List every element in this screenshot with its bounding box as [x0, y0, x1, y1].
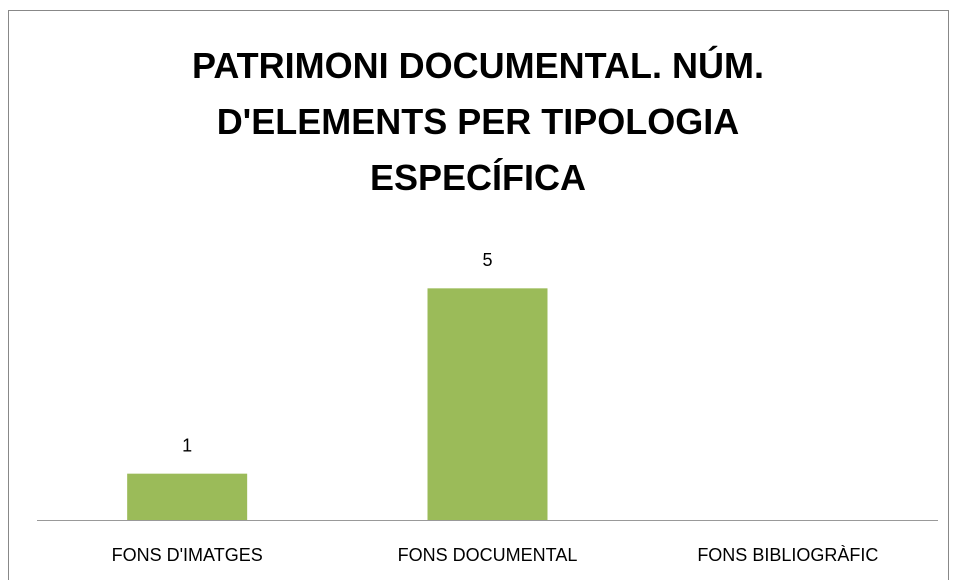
chart-title: PATRIMONI DOCUMENTAL. NÚM. D'ELEMENTS PE… [192, 45, 764, 198]
bar [427, 288, 548, 520]
x-tick-label: FONS D'IMATGES [112, 545, 263, 565]
x-tick-label: FONS DOCUMENTAL [398, 545, 578, 565]
x-tick-label: FONS BIBLIOGRÀFIC [697, 545, 878, 565]
data-label: 1 [182, 435, 192, 455]
data-label: 5 [482, 250, 492, 270]
bar [127, 473, 248, 520]
